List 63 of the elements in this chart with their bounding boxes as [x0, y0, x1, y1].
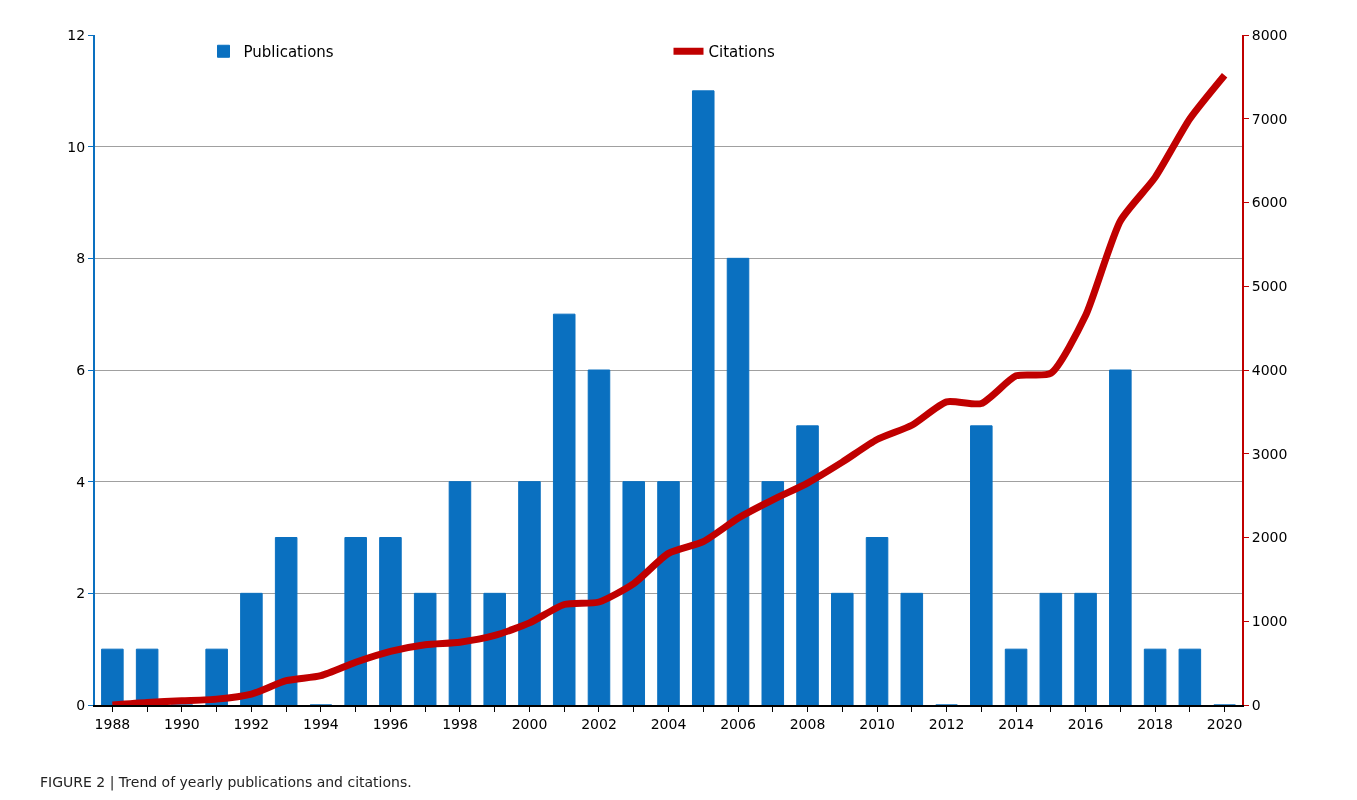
y-tick-label: 8 — [76, 250, 86, 267]
x-tick-label: 1994 — [303, 715, 339, 732]
x-tick-label: 2006 — [720, 715, 756, 732]
y-tick-label: 12 — [67, 26, 86, 43]
bar — [691, 90, 715, 705]
y2-tick-label: 4000 — [1251, 361, 1288, 378]
bar — [900, 592, 924, 705]
caption: FIGURE 2 | Trend of yearly publications and citations. — [40, 774, 412, 791]
bar — [1143, 648, 1167, 705]
bar — [101, 648, 124, 705]
x-tick-label: 1996 — [372, 715, 409, 732]
y2-tick-label: 8000 — [1251, 26, 1288, 43]
bar — [865, 537, 889, 705]
bar — [587, 369, 611, 705]
y2-tick-label: 5000 — [1251, 278, 1288, 295]
y-tick-label: 4 — [76, 473, 86, 490]
bar — [657, 481, 680, 705]
y-tick-label: 10 — [67, 138, 86, 155]
y2-tick-label: 3000 — [1251, 445, 1288, 462]
bar — [518, 481, 541, 705]
legend-label: Publications — [243, 43, 334, 62]
bar — [726, 257, 750, 705]
bar — [483, 592, 506, 705]
bar — [622, 481, 646, 705]
bar — [448, 481, 472, 705]
x-tick-label: 1990 — [164, 715, 200, 732]
y2-tick-label: 2000 — [1251, 529, 1288, 546]
bar — [552, 313, 576, 705]
x-tick-label: 2016 — [1067, 715, 1104, 732]
bar — [761, 481, 785, 705]
y2-tick-label: 1000 — [1251, 613, 1288, 630]
x-tick-label: 2012 — [928, 715, 965, 732]
x-tick-label: 1998 — [442, 715, 478, 732]
bar — [1004, 648, 1028, 705]
x-tick-label: 2004 — [650, 715, 687, 732]
y-tick-label: 2 — [76, 585, 86, 602]
y2-tick-label: 7000 — [1251, 110, 1288, 127]
x-tick-label: 1988 — [94, 715, 131, 732]
x-tick-label: 2018 — [1137, 715, 1173, 732]
bar — [240, 592, 263, 705]
bar — [344, 537, 367, 705]
bar — [413, 592, 437, 705]
x-tick-label: 2000 — [511, 715, 548, 732]
x-tick-label: 2008 — [789, 715, 826, 732]
x-tick-label: 1992 — [233, 715, 270, 732]
bar — [970, 425, 993, 705]
x-tick-label: 2002 — [581, 715, 617, 732]
bar — [796, 425, 819, 705]
y-tick-label: 0 — [76, 696, 86, 713]
x-tick-label: 2014 — [998, 715, 1034, 732]
bar — [1109, 369, 1132, 705]
legend-label: Citations — [708, 43, 775, 62]
bar — [1074, 592, 1097, 705]
y2-tick-label: 6000 — [1251, 194, 1288, 211]
y-tick-label: 6 — [76, 361, 86, 378]
bar — [831, 592, 854, 705]
x-tick-label: 2010 — [859, 715, 895, 732]
bar — [379, 537, 402, 705]
x-tick-label: 2020 — [1206, 715, 1243, 732]
y2-tick-label: 0 — [1251, 696, 1261, 713]
bar — [1039, 592, 1063, 705]
bar — [274, 537, 298, 705]
bar — [1178, 648, 1202, 705]
